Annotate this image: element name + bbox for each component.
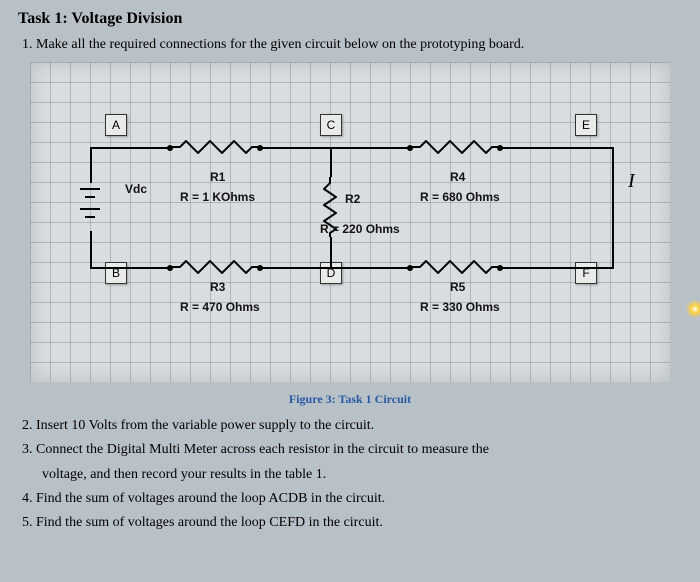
r5-val: R = 330 Ohms xyxy=(420,300,500,314)
step-2: 2. Insert 10 Volts from the variable pow… xyxy=(18,417,682,435)
node-b: B xyxy=(105,262,127,284)
r1-val: R = 1 KOhms xyxy=(180,190,255,204)
wire xyxy=(500,267,612,269)
r4-val: R = 680 Ohms xyxy=(420,190,500,204)
wire xyxy=(330,267,410,269)
resistor-r1 xyxy=(170,140,260,154)
circuit-diagram: A C E B D F Vdc xyxy=(30,62,670,382)
wire xyxy=(90,147,170,149)
figure-caption: Figure 3: Task 1 Circuit xyxy=(18,392,682,407)
wire xyxy=(612,147,614,269)
r2-name: R2 xyxy=(345,192,360,206)
step-3b: voltage, and then record your results in… xyxy=(18,466,682,484)
battery-icon xyxy=(75,183,105,236)
step-3: 3. Connect the Digital Multi Meter acros… xyxy=(18,441,682,459)
resistor-r4 xyxy=(410,140,500,154)
lens-flare xyxy=(686,300,700,318)
step-1: 1. Make all the required connections for… xyxy=(18,36,682,54)
step-5: 5. Find the sum of voltages around the l… xyxy=(18,514,682,532)
text-cursor: I xyxy=(628,170,635,193)
r2-val: R = 220 Ohms xyxy=(320,222,400,236)
r3-name: R3 xyxy=(210,280,225,294)
wire xyxy=(260,267,330,269)
r5-name: R5 xyxy=(450,280,465,294)
r1-name: R1 xyxy=(210,170,225,184)
vdc-label: Vdc xyxy=(125,182,147,196)
wire xyxy=(90,147,92,183)
wire xyxy=(260,147,330,149)
node-e: E xyxy=(575,114,597,136)
node-c: C xyxy=(320,114,342,136)
wire xyxy=(90,267,170,269)
resistor-r5 xyxy=(410,260,500,274)
wire xyxy=(90,231,92,267)
node-f: F xyxy=(575,262,597,284)
node-a: A xyxy=(105,114,127,136)
wire xyxy=(330,147,410,149)
task-title: Task 1: Voltage Division xyxy=(18,10,682,28)
r3-val: R = 470 Ohms xyxy=(180,300,260,314)
wire xyxy=(330,147,332,177)
step-4: 4. Find the sum of voltages around the l… xyxy=(18,490,682,508)
wire xyxy=(330,237,332,267)
resistor-r3 xyxy=(170,260,260,274)
r4-name: R4 xyxy=(450,170,465,184)
wire xyxy=(500,147,612,149)
